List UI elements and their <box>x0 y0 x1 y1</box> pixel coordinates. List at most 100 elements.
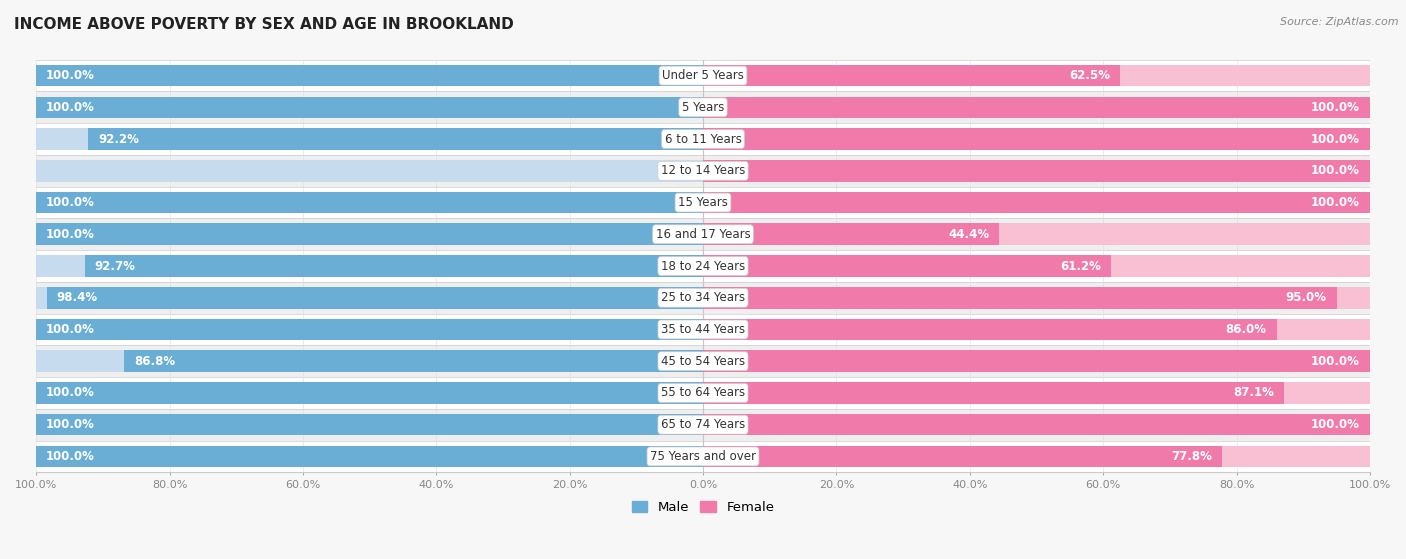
Text: 100.0%: 100.0% <box>1310 196 1360 209</box>
Bar <box>37 160 703 182</box>
Bar <box>37 219 1369 250</box>
Bar <box>703 224 1000 245</box>
Bar <box>84 255 703 277</box>
Bar <box>37 282 1369 314</box>
Text: 100.0%: 100.0% <box>46 196 96 209</box>
Bar <box>703 160 1369 182</box>
Text: 100.0%: 100.0% <box>1310 101 1360 114</box>
Bar <box>703 382 1369 404</box>
Bar <box>37 414 703 435</box>
Bar <box>37 128 703 150</box>
Text: 100.0%: 100.0% <box>46 101 96 114</box>
Bar <box>37 319 703 340</box>
Text: INCOME ABOVE POVERTY BY SEX AND AGE IN BROOKLAND: INCOME ABOVE POVERTY BY SEX AND AGE IN B… <box>14 17 513 32</box>
Text: Source: ZipAtlas.com: Source: ZipAtlas.com <box>1281 17 1399 27</box>
Bar <box>703 382 1284 404</box>
Text: 100.0%: 100.0% <box>46 450 96 463</box>
Bar <box>37 123 1369 155</box>
Bar <box>37 414 703 435</box>
Text: 15 Years: 15 Years <box>678 196 728 209</box>
Bar <box>37 345 1369 377</box>
Text: 92.7%: 92.7% <box>94 259 136 272</box>
Bar <box>703 446 1369 467</box>
Bar <box>37 60 1369 92</box>
Text: 16 and 17 Years: 16 and 17 Years <box>655 228 751 241</box>
Bar <box>37 382 703 404</box>
Text: 62.5%: 62.5% <box>1069 69 1109 82</box>
Bar <box>703 65 1369 87</box>
Bar <box>37 92 1369 123</box>
Text: 45 to 54 Years: 45 to 54 Years <box>661 355 745 368</box>
Text: 35 to 44 Years: 35 to 44 Years <box>661 323 745 336</box>
Bar <box>124 350 703 372</box>
Bar <box>703 319 1369 340</box>
Text: 5 Years: 5 Years <box>682 101 724 114</box>
Bar <box>703 128 1369 150</box>
Text: 6 to 11 Years: 6 to 11 Years <box>665 132 741 145</box>
Text: 18 to 24 Years: 18 to 24 Years <box>661 259 745 272</box>
Text: 75 Years and over: 75 Years and over <box>650 450 756 463</box>
Bar <box>703 224 1369 245</box>
Bar <box>37 377 1369 409</box>
Bar <box>37 192 703 214</box>
Text: 25 to 34 Years: 25 to 34 Years <box>661 291 745 304</box>
Text: 55 to 64 Years: 55 to 64 Years <box>661 386 745 400</box>
Text: 77.8%: 77.8% <box>1171 450 1212 463</box>
Bar <box>37 287 703 309</box>
Bar <box>703 350 1369 372</box>
Text: 100.0%: 100.0% <box>46 323 96 336</box>
Legend: Male, Female: Male, Female <box>626 496 780 519</box>
Bar <box>703 287 1337 309</box>
Bar <box>703 350 1369 372</box>
Bar <box>703 65 1119 87</box>
Text: 95.0%: 95.0% <box>1285 291 1326 304</box>
Text: 44.4%: 44.4% <box>948 228 988 241</box>
Bar <box>37 187 1369 219</box>
Text: 65 to 74 Years: 65 to 74 Years <box>661 418 745 431</box>
Bar <box>37 350 703 372</box>
Text: 0.0%: 0.0% <box>661 164 693 177</box>
Bar <box>703 97 1369 118</box>
Bar <box>703 255 1369 277</box>
Text: 98.4%: 98.4% <box>56 291 98 304</box>
Bar <box>703 192 1369 214</box>
Bar <box>37 409 1369 440</box>
Bar <box>37 97 703 118</box>
Bar <box>703 446 1222 467</box>
Text: 100.0%: 100.0% <box>1310 418 1360 431</box>
Bar <box>37 250 1369 282</box>
Bar <box>89 128 703 150</box>
Bar <box>703 97 1369 118</box>
Text: 100.0%: 100.0% <box>1310 132 1360 145</box>
Text: 100.0%: 100.0% <box>46 69 96 82</box>
Bar <box>703 287 1369 309</box>
Bar <box>37 255 703 277</box>
Text: 100.0%: 100.0% <box>46 386 96 400</box>
Bar <box>703 255 1111 277</box>
Text: 61.2%: 61.2% <box>1060 259 1101 272</box>
Bar <box>46 287 703 309</box>
Bar <box>703 160 1369 182</box>
Bar <box>703 319 1277 340</box>
Bar <box>703 414 1369 435</box>
Text: 12 to 14 Years: 12 to 14 Years <box>661 164 745 177</box>
Bar <box>37 446 703 467</box>
Text: 100.0%: 100.0% <box>46 228 96 241</box>
Bar <box>37 192 703 214</box>
Text: 100.0%: 100.0% <box>1310 164 1360 177</box>
Bar <box>37 65 703 87</box>
Bar <box>37 314 1369 345</box>
Bar <box>37 446 703 467</box>
Bar <box>703 414 1369 435</box>
Text: 100.0%: 100.0% <box>1310 355 1360 368</box>
Bar <box>37 382 703 404</box>
Bar <box>37 440 1369 472</box>
Text: 100.0%: 100.0% <box>46 418 96 431</box>
Text: 86.0%: 86.0% <box>1226 323 1267 336</box>
Bar <box>37 97 703 118</box>
Bar <box>37 224 703 245</box>
Bar <box>37 224 703 245</box>
Text: 86.8%: 86.8% <box>134 355 176 368</box>
Text: 87.1%: 87.1% <box>1233 386 1274 400</box>
Bar <box>703 128 1369 150</box>
